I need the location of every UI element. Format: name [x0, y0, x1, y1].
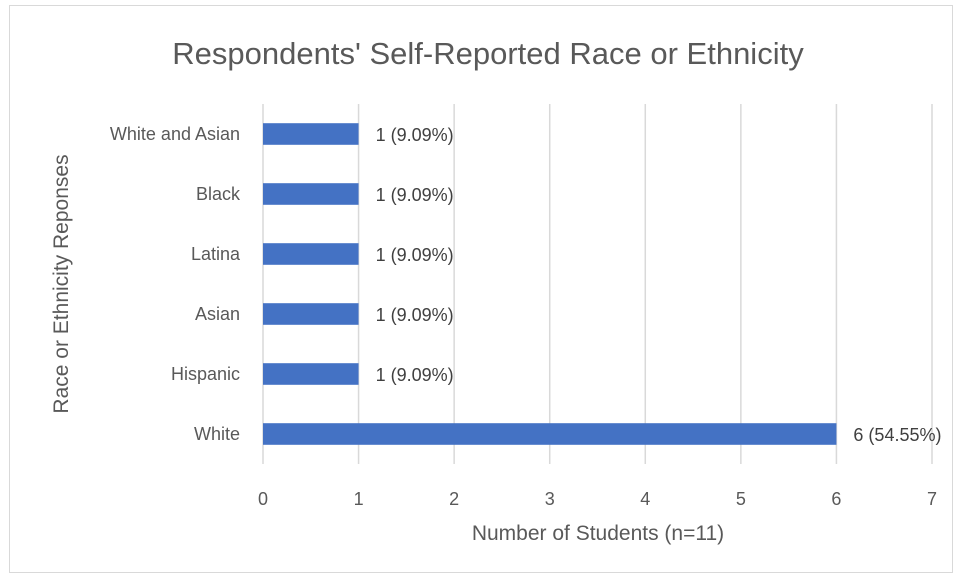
bars: [263, 123, 837, 445]
y-tick-label: Asian: [195, 304, 240, 324]
bar: [263, 123, 359, 145]
x-tick-label: 3: [545, 489, 555, 509]
x-tick-label: 7: [927, 489, 937, 509]
x-tick-label: 1: [354, 489, 364, 509]
data-label: 6 (54.55%): [853, 425, 941, 445]
data-label: 1 (9.09%): [376, 125, 454, 145]
x-tick-label: 4: [640, 489, 650, 509]
y-tick-label: White and Asian: [110, 124, 240, 144]
y-tick-label: Latina: [191, 244, 241, 264]
data-label: 1 (9.09%): [376, 365, 454, 385]
y-tick-label: White: [194, 424, 240, 444]
data-label: 1 (9.09%): [376, 245, 454, 265]
y-axis-title: Race or Ethnicity Reponses: [50, 154, 73, 413]
chart-frame: [9, 5, 953, 573]
chart-title: Respondents' Self-Reported Race or Ethni…: [172, 36, 804, 71]
x-axis-title: Number of Students (n=11): [472, 522, 724, 545]
labels: 0 1 2 3 4 5 6 7 White and Asian 1 (9.09%) Black 1 (…: [110, 124, 942, 509]
x-tick-label: 0: [258, 489, 268, 509]
y-tick-label: Black: [196, 184, 241, 204]
bar: [263, 363, 359, 385]
gridlines: [262, 104, 933, 464]
y-tick-label: Hispanic: [171, 364, 240, 384]
x-tick-label: 6: [831, 489, 841, 509]
data-label: 1 (9.09%): [376, 185, 454, 205]
x-tick-label: 5: [736, 489, 746, 509]
bar: [263, 423, 837, 445]
bar: [263, 243, 359, 265]
data-label: 1 (9.09%): [376, 305, 454, 325]
bar: [263, 303, 359, 325]
bar: [263, 183, 359, 205]
x-tick-label: 2: [449, 489, 459, 509]
